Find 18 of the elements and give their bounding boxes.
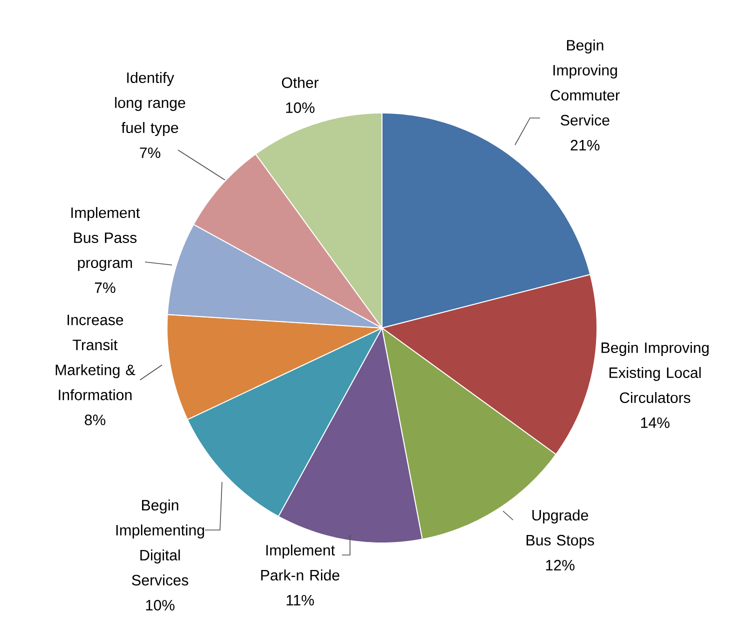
slice-label: Begin Improving Commuter Service	[550, 40, 620, 126]
slice-label: Begin Implementing Digital Services	[116, 499, 204, 586]
slice-label: Implement Park-n Ride	[261, 544, 340, 581]
data-label: 10%	[146, 600, 174, 610]
slice-label: Increase Transit Marketing & Information	[56, 314, 136, 400]
data-label: 14%	[641, 417, 670, 428]
slice-label: Identify long range fuel type	[115, 72, 186, 136]
data-label: 7%	[94, 282, 116, 293]
data-label: 8%	[84, 414, 106, 426]
slice-label: Other	[282, 76, 319, 88]
data-label: 11%	[286, 594, 314, 606]
data-label: 21%	[570, 140, 600, 150]
slice-label: Upgrade Bus Stops	[526, 510, 594, 548]
data-label: 10%	[286, 102, 314, 113]
data-label: 7%	[140, 147, 160, 158]
data-label: 12%	[546, 560, 574, 570]
slice-label: Implement Bus Pass program	[71, 207, 140, 271]
slice-label: Begin Improving Existing Local Circulators	[602, 342, 709, 404]
